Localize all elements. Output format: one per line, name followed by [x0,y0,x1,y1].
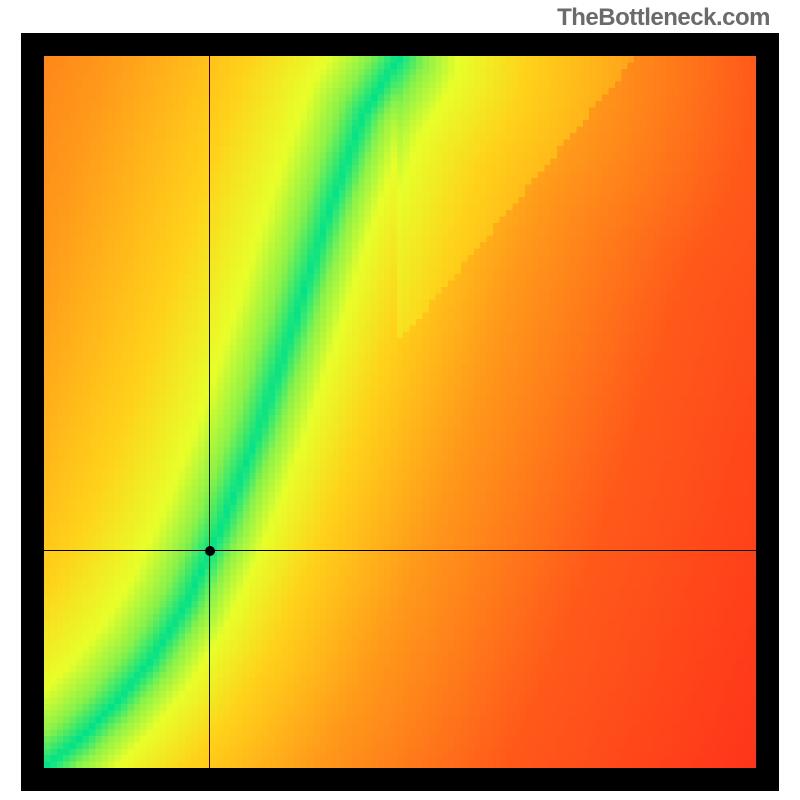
crosshair-marker [205,546,215,556]
crosshair-horizontal [44,550,756,551]
heatmap-canvas [44,56,756,768]
watermark-text: TheBottleneck.com [557,4,770,32]
chart-root: TheBottleneck.com [0,0,800,800]
crosshair-vertical [209,56,210,768]
